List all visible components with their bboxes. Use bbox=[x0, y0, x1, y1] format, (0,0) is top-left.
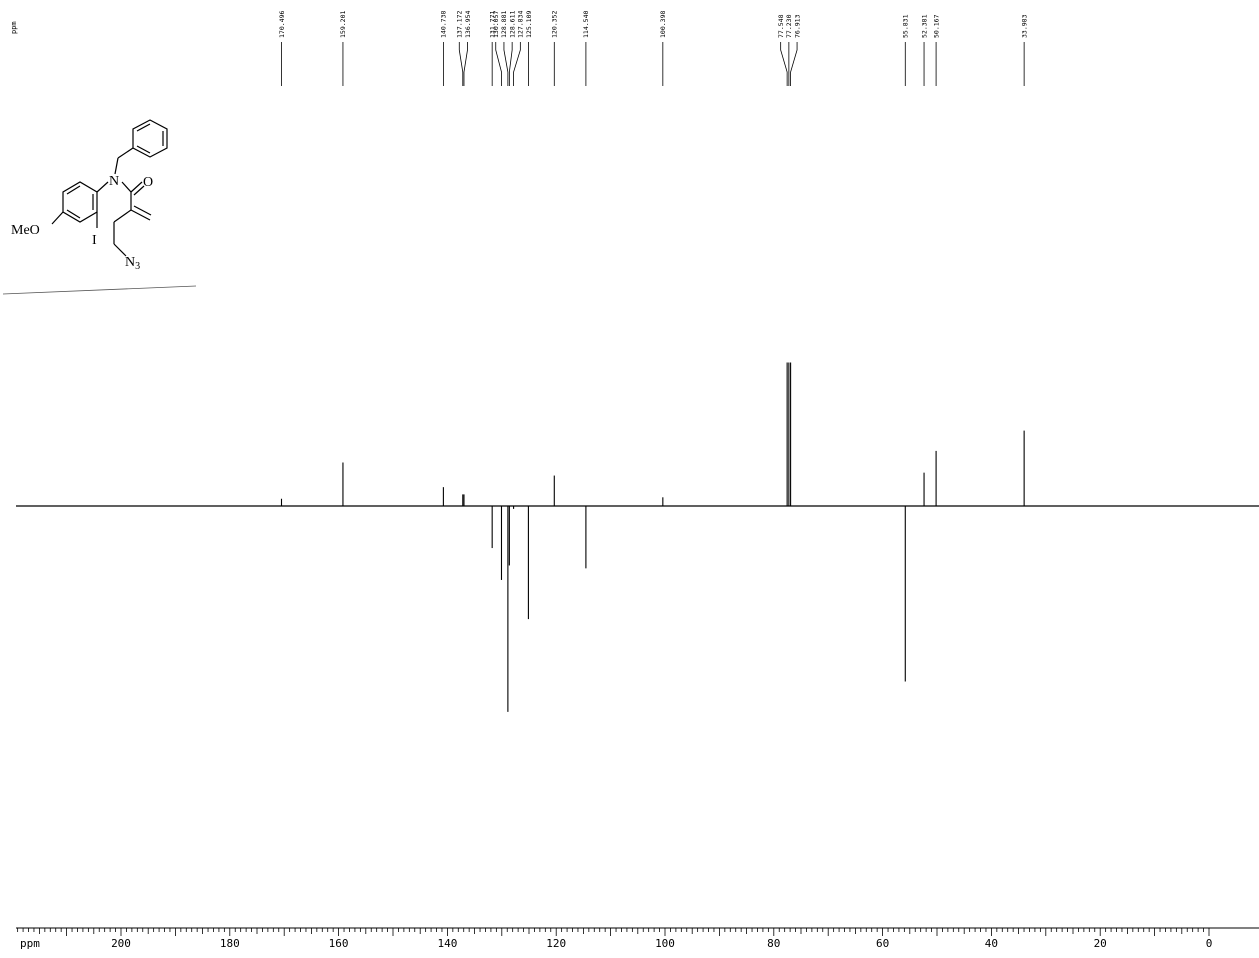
x-axis-label: ppm bbox=[20, 937, 40, 950]
peak-shift-label: 130.057 bbox=[492, 11, 500, 38]
peak-label-connector bbox=[459, 42, 463, 86]
x-tick-label: 40 bbox=[985, 937, 998, 950]
aryl-ring-double-bond bbox=[67, 210, 80, 218]
x-tick-label: 140 bbox=[437, 937, 457, 950]
nitrogen-label: N bbox=[109, 174, 119, 189]
methoxy-bond bbox=[52, 212, 63, 224]
peak-shift-label: 52.381 bbox=[920, 14, 928, 38]
peak-label-connector bbox=[781, 42, 787, 86]
alkyl-chain-bond bbox=[114, 210, 131, 222]
molecule-structure bbox=[3, 120, 196, 294]
azide-label-n: N bbox=[125, 255, 135, 270]
peak-shift-label: 77.548 bbox=[777, 14, 785, 38]
oxygen-label: O bbox=[143, 175, 153, 190]
benzyl-ring-double-bond bbox=[137, 124, 150, 131]
x-tick-label: 60 bbox=[876, 937, 889, 950]
peak-shift-label: 136.954 bbox=[464, 11, 472, 38]
peak-shift-label: 50.167 bbox=[932, 14, 940, 38]
x-tick-label: 20 bbox=[1094, 937, 1107, 950]
iodine-label: I bbox=[92, 233, 97, 248]
x-tick-label: 180 bbox=[220, 937, 240, 950]
spectrum-peaks bbox=[282, 362, 1025, 711]
peak-shift-label: 77.230 bbox=[785, 14, 793, 38]
benzyl-ring bbox=[133, 120, 167, 157]
n-carbonyl-bond bbox=[122, 182, 131, 192]
peak-shift-label: 33.983 bbox=[1020, 14, 1028, 38]
methylene-double-bond bbox=[131, 210, 150, 220]
peak-shift-label: 100.398 bbox=[659, 11, 667, 38]
peak-shift-label: 127.834 bbox=[517, 11, 525, 38]
n-aryl-bond bbox=[97, 182, 108, 192]
aryl-ring-double-bond bbox=[67, 186, 80, 194]
molecule-atom-labels: MeO N O I N3 bbox=[11, 174, 153, 272]
benzyl-ring-double-bond bbox=[137, 146, 150, 153]
peak-shift-label: 128.611 bbox=[508, 11, 516, 38]
azide-label-subscript: 3 bbox=[135, 261, 140, 272]
x-tick-label: 100 bbox=[655, 937, 675, 950]
carbonyl-double-bond bbox=[131, 182, 142, 192]
benzyl-ch2-bond bbox=[118, 148, 133, 158]
peak-label-connector bbox=[504, 42, 508, 86]
peak-shift-label: 140.738 bbox=[440, 11, 448, 38]
peak-label-connector bbox=[496, 42, 502, 86]
peak-label-connector bbox=[509, 42, 512, 86]
peak-shift-label: 114.540 bbox=[582, 11, 590, 38]
methylene-double-bond bbox=[134, 206, 151, 215]
peak-shift-label: 55.831 bbox=[902, 14, 910, 38]
x-tick-label: 120 bbox=[546, 937, 566, 950]
x-tick-label: 160 bbox=[329, 937, 349, 950]
structure-underline bbox=[3, 286, 196, 294]
methoxy-label: MeO bbox=[11, 223, 40, 238]
peak-label-connector bbox=[514, 42, 521, 86]
peak-shift-label: 128.881 bbox=[500, 11, 508, 38]
x-tick-label: 200 bbox=[111, 937, 131, 950]
peak-shift-label: 159.201 bbox=[339, 11, 347, 38]
peak-shift-label: 125.109 bbox=[525, 11, 533, 38]
peak-connector-group bbox=[282, 42, 1025, 86]
peak-label-connector bbox=[791, 42, 797, 86]
x-axis-ticks bbox=[18, 928, 1209, 936]
peak-shift-label: 170.496 bbox=[278, 11, 286, 38]
peak-label-connector bbox=[464, 42, 468, 86]
azide-label: N3 bbox=[125, 255, 140, 272]
peak-shift-label: 76.913 bbox=[793, 14, 801, 38]
aryl-ring bbox=[63, 182, 97, 222]
x-tick-label: 0 bbox=[1206, 937, 1213, 950]
peak-shift-label: 137.172 bbox=[456, 11, 464, 38]
x-tick-label: 80 bbox=[767, 937, 780, 950]
corner-ppm-label: ppm bbox=[10, 21, 18, 34]
peak-shift-label: 120.352 bbox=[551, 11, 559, 38]
ch2-n-bond bbox=[115, 158, 118, 174]
